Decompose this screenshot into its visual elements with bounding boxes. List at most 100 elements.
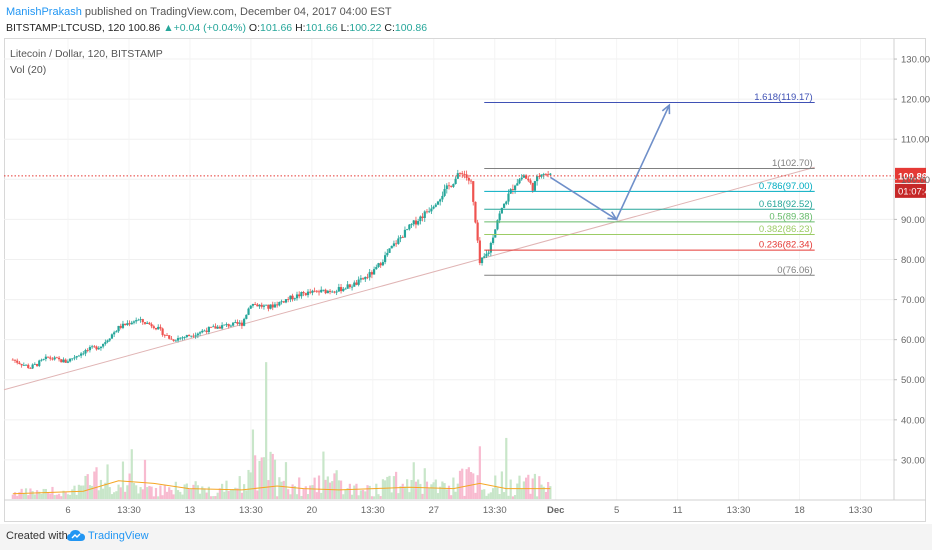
volume-bar [201, 486, 204, 499]
candle-body [511, 189, 514, 191]
volume-bar [377, 494, 380, 499]
time-axis[interactable]: 6 13:30 13 13:30 20 13:30 27 13:30 Dec 5 11 13:30 18… [4, 499, 926, 516]
candle-body [243, 318, 246, 326]
fib-level-label: 1(102.70) [772, 158, 813, 169]
volume-bar [547, 482, 550, 499]
volume-bar [395, 471, 398, 499]
projection-arrow-line [615, 104, 671, 220]
volume-bar [185, 483, 188, 499]
candle-body [150, 324, 153, 327]
candle-body [390, 245, 393, 249]
candle-body [262, 305, 266, 307]
volume-bar [295, 494, 299, 499]
volume-bar [487, 493, 490, 499]
volume-bar [60, 496, 63, 499]
candle-body [223, 324, 226, 326]
volume-bar [282, 480, 285, 499]
volume-bar [121, 461, 125, 499]
open-value: 101.66 [260, 22, 293, 34]
volume-bar [49, 493, 52, 499]
volume-bar [364, 491, 367, 499]
candle-body [333, 291, 336, 293]
candle-body [377, 263, 380, 267]
volume-indicator-label[interactable]: Vol (20) [10, 64, 47, 76]
candle-body [392, 243, 396, 246]
candle-body [441, 195, 444, 200]
x-tick-label: 13:30 [727, 505, 751, 516]
candle-body [489, 242, 492, 253]
candle-body [31, 364, 34, 369]
author-link[interactable]: ManishPrakash [6, 6, 82, 18]
candle-body [428, 211, 431, 213]
candle-body [258, 304, 261, 307]
volume-bar [375, 483, 378, 499]
candle-body [38, 360, 41, 366]
volume-bar [135, 485, 138, 499]
volume-bar [179, 491, 182, 499]
candle-body [135, 320, 138, 322]
volume-bar [421, 493, 424, 499]
x-tick-label: 5 [614, 505, 619, 516]
volume-bar [273, 459, 277, 499]
volume-bar [406, 479, 409, 499]
volume-bar [353, 485, 356, 499]
volume-bar [245, 490, 248, 499]
chart-frame[interactable] [4, 38, 926, 522]
volume-bar [276, 496, 279, 499]
volume-bar [447, 485, 451, 499]
volume-bar [317, 475, 321, 499]
volume-bar [154, 487, 158, 499]
volume-bar [187, 488, 191, 499]
candle-body [40, 359, 43, 361]
last-price-badge-text: 100.86 [898, 171, 927, 182]
last-price-badge [895, 167, 926, 183]
fib-level-label: 0.618(92.52) [759, 199, 813, 210]
candle-body [185, 335, 188, 338]
volume-bar [232, 489, 235, 499]
volume-bar [267, 480, 270, 499]
candle-body [364, 276, 367, 280]
candle-body [425, 211, 429, 213]
candle-body [68, 358, 72, 362]
symbol-label[interactable]: BITSTAMP:LTCUSD, 120 [6, 22, 126, 34]
candle-body [291, 295, 294, 300]
candle-body [525, 175, 528, 179]
candle-body [406, 229, 409, 231]
candle-body [126, 323, 129, 326]
candle-body [62, 359, 65, 363]
projection-arrow-line [549, 176, 617, 221]
candle-body [436, 201, 440, 205]
candle-body [536, 176, 539, 182]
candle-body [71, 358, 74, 360]
volume-bar [269, 451, 272, 499]
candle-body [49, 357, 52, 359]
price-axis[interactable]: 30.00 40.00 50.00 60.00 70.00 80.00 90.00 100.0… [893, 39, 930, 500]
volume-bar [117, 484, 120, 499]
candle-body [13, 359, 17, 361]
ohlc-line: BITSTAMP:LTCUSD, 120 100.86 ▲+0.04 (+0.0… [6, 22, 427, 34]
candle-body [22, 364, 25, 366]
candle-body [348, 284, 351, 288]
volume-bar [223, 491, 226, 499]
candle-body [331, 291, 334, 293]
candle-body [353, 282, 356, 287]
candle-body [513, 185, 517, 191]
volume-bar [33, 494, 36, 499]
candle-body [447, 185, 451, 187]
volume-bar [271, 453, 274, 499]
volume-bar [384, 480, 387, 499]
volume-bar [170, 489, 173, 499]
volume-bar [113, 492, 116, 499]
volume-bar [496, 487, 499, 499]
volume-bar [432, 482, 435, 499]
volume-bar [419, 483, 422, 499]
candle-body [161, 328, 164, 335]
candle-body [454, 178, 457, 184]
volume-bar [148, 485, 151, 499]
volume-bar [542, 486, 545, 499]
tradingview-brand-link[interactable]: TradingView [88, 530, 149, 542]
volume-bar [150, 486, 153, 499]
volume-bar [348, 483, 351, 499]
candle-body [520, 177, 523, 180]
